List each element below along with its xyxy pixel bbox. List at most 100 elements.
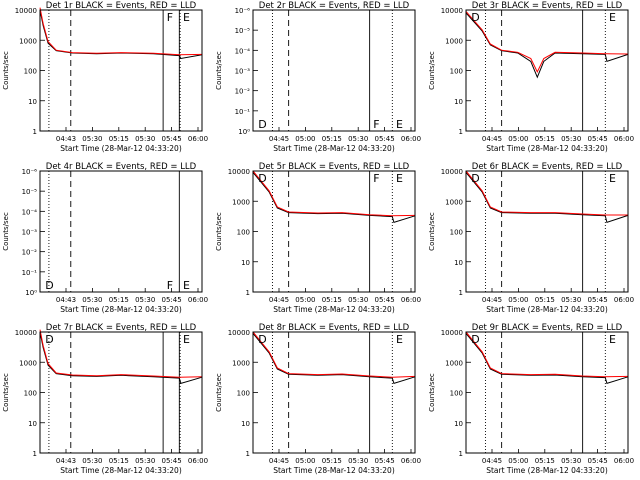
panel-det-3: Det 3r BLACK = Events, RED = LLD Counts/s… — [428, 1, 634, 153]
y-tick-label: 10000 — [228, 329, 250, 337]
y-tick-label: 10 — [241, 420, 250, 428]
y-tick-label: 1000 — [445, 198, 463, 206]
series-events-line — [39, 331, 203, 385]
x-tick-label: 06:00 — [614, 135, 634, 143]
y-tick-label: 10⁻⁵ — [235, 27, 251, 35]
x-tick-label: 05:45 — [162, 135, 182, 143]
x-axis-label: Start Time (28-Mar-12 04:33:20) — [273, 305, 395, 314]
plot-frame — [465, 9, 629, 132]
x-tick-label: 06:00 — [188, 457, 208, 465]
x-tick-label: 04:45 — [482, 457, 502, 465]
x-tick-label: 05:30 — [561, 296, 581, 304]
x-tick-label: 05:00 — [295, 457, 315, 465]
x-tick-label: 05:15 — [535, 457, 555, 465]
x-tick-label: 06:00 — [401, 296, 421, 304]
series-lld-line — [252, 331, 416, 378]
marker-letter: D — [471, 333, 479, 346]
x-tick-label: 05:00 — [508, 457, 528, 465]
x-tick-label: 04:45 — [269, 296, 289, 304]
series-lld-line — [465, 331, 629, 378]
y-tick-label: 10 — [28, 420, 37, 428]
y-tick-label: 100 — [24, 68, 37, 76]
y-tick-label: 10⁻¹ — [235, 108, 251, 116]
panel-title: Det 3r BLACK = Events, RED = LLD — [472, 1, 623, 11]
panel-det-4: Det 4r BLACK = Events, RED = LLD Counts/s… — [2, 162, 208, 314]
x-tick-label: 05:30 — [348, 296, 368, 304]
marker-letter: E — [183, 279, 190, 292]
y-tick-label: 1 — [459, 450, 463, 458]
y-tick-label: 10⁻⁴ — [22, 208, 38, 216]
y-tick-label: 1 — [33, 450, 37, 458]
x-tick-label: 05:15 — [322, 296, 342, 304]
marker-letter: E — [609, 172, 616, 185]
y-tick-label: 1 — [246, 289, 250, 297]
y-tick-label: 10⁰ — [238, 128, 250, 136]
x-tick-label: 05:30 — [561, 135, 581, 143]
series-events-line — [465, 172, 629, 224]
x-tick-label: 05:15 — [322, 457, 342, 465]
panel-title: Det 5r BLACK = Events, RED = LLD — [259, 162, 410, 172]
y-tick-label: 10000 — [228, 168, 250, 176]
y-tick-label: 1000 — [232, 359, 250, 367]
panel-det-7: Det 7r BLACK = Events, RED = LLD Counts/s… — [2, 323, 208, 475]
marker-letter: F — [167, 11, 173, 24]
x-tick-label: 05:15 — [322, 135, 342, 143]
x-tick-label: 04:43 — [56, 296, 76, 304]
x-tick-label: 04:45 — [269, 135, 289, 143]
marker-letter: D — [471, 11, 479, 24]
x-tick-label: 04:45 — [482, 296, 502, 304]
x-tick-label: 04:43 — [56, 457, 76, 465]
x-tick-label: 05:45 — [588, 296, 608, 304]
y-tick-label: 10 — [454, 420, 463, 428]
x-axis-label: Start Time (28-Mar-12 04:33:20) — [486, 466, 608, 475]
x-tick-label: 05:30 — [135, 296, 155, 304]
x-tick-label: 05:45 — [375, 296, 395, 304]
panel-det-6: Det 6r BLACK = Events, RED = LLD Counts/s… — [428, 162, 634, 314]
plot-frame — [465, 170, 629, 293]
panel-title: Det 8r BLACK = Events, RED = LLD — [259, 323, 410, 333]
x-axis-label: Start Time (28-Mar-12 04:33:20) — [60, 144, 182, 153]
panel-title: Det 7r BLACK = Events, RED = LLD — [46, 323, 197, 333]
x-tick-label: 05:45 — [588, 135, 608, 143]
y-axis-label: Counts/sec — [215, 51, 223, 90]
panel-title: Det 1r BLACK = Events, RED = LLD — [46, 1, 197, 11]
x-tick-label: 04:43 — [56, 135, 76, 143]
y-axis-label: Counts/sec — [215, 373, 223, 412]
y-tick-label: 100 — [450, 229, 463, 237]
y-tick-label: 10000 — [441, 7, 463, 15]
y-tick-label: 100 — [450, 68, 463, 76]
marker-letter: D — [258, 172, 266, 185]
marker-letter: D — [471, 172, 479, 185]
series-events-line — [465, 333, 629, 385]
y-axis-label: Counts/sec — [215, 212, 223, 251]
marker-letter: D — [45, 333, 53, 346]
y-tick-label: 1000 — [445, 359, 463, 367]
x-axis-label: Start Time (28-Mar-12 04:33:20) — [486, 144, 608, 153]
marker-letter: F — [167, 279, 173, 292]
y-tick-label: 100 — [237, 390, 250, 398]
marker-letter: E — [183, 11, 190, 24]
y-tick-label: 10⁻¹ — [22, 269, 38, 277]
y-tick-label: 10⁻⁶ — [235, 7, 251, 15]
y-tick-label: 1000 — [19, 37, 37, 45]
marker-letter: D — [45, 279, 53, 292]
plot-frame — [252, 331, 416, 454]
x-tick-label: 06:00 — [401, 457, 421, 465]
plot-frame — [39, 9, 203, 132]
series-events-line — [465, 12, 629, 79]
x-tick-label: 06:00 — [188, 135, 208, 143]
x-tick-label: 05:00 — [508, 296, 528, 304]
marker-letter: E — [396, 333, 403, 346]
y-tick-label: 100 — [237, 229, 250, 237]
plot-frame — [252, 170, 416, 293]
y-axis-label: Counts/sec — [2, 212, 10, 251]
y-tick-label: 10000 — [441, 329, 463, 337]
x-tick-label: 05:00 — [295, 135, 315, 143]
x-tick-label: 04:45 — [482, 135, 502, 143]
x-tick-label: 05:15 — [535, 296, 555, 304]
plot-frame — [39, 170, 203, 293]
series-events-line — [252, 333, 416, 385]
y-tick-label: 10 — [241, 259, 250, 267]
y-axis-label: Counts/sec — [428, 212, 436, 251]
